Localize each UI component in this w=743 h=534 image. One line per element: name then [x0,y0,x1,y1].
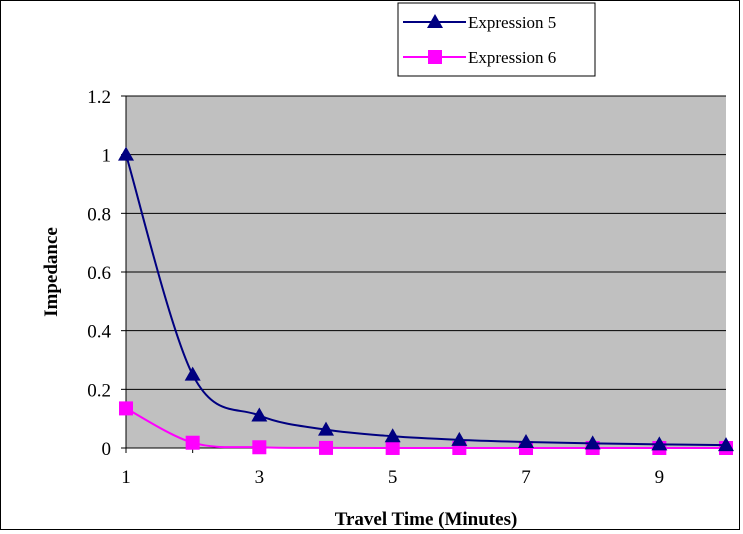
x-axis-title: Travel Time (Minutes) [335,509,518,530]
data-point-expression-5 [118,146,134,161]
y-tick-label: 1.2 [87,87,111,108]
data-point-expression-6 [319,440,333,455]
data-point-expression-5 [451,431,468,446]
data-point-expression-5 [651,436,668,451]
data-point-expression-6 [119,401,133,416]
data-point-expression-5 [184,366,201,381]
x-tick-label: 7 [521,467,531,488]
y-axis-title: Impedance [41,227,62,317]
y-tick-label: 0 [102,439,112,460]
x-tick-label: 3 [255,467,265,488]
tick-labels: 0 0.2 0.4 0.6 0.8 1 1.2 1 3 5 7 9 [87,87,664,488]
data-point-expression-5 [384,428,401,443]
data-point-expression-6 [252,440,267,455]
legend-marker-expression-6 [428,50,442,64]
legend-marker-expression-5 [427,14,443,28]
y-tick-label: 0.8 [87,204,111,225]
data-point-expression-5 [584,435,601,450]
y-tick-label: 0.4 [87,322,111,343]
series-line-expression-6 [125,407,726,450]
y-tick-label: 1 [102,146,112,167]
x-tick-label: 5 [388,467,398,488]
data-point-expression-6 [385,440,400,455]
y-tick-label: 0.6 [87,263,111,284]
data-point-expression-6 [185,435,200,450]
data-point-expression-5 [251,407,268,422]
legend-label-expression-5: Expression 5 [468,13,556,32]
data-point-expression-5 [718,437,734,452]
gridlines [126,95,726,390]
x-tick-label: 9 [655,467,665,488]
series-group [118,146,734,455]
y-tick-label: 0.2 [87,380,111,401]
data-point-expression-5 [318,421,334,436]
x-tick-label: 1 [121,467,131,488]
legend: Expression 5 Expression 6 [397,2,596,77]
legend-label-expression-6: Expression 6 [468,48,556,67]
data-point-expression-5 [518,434,534,449]
